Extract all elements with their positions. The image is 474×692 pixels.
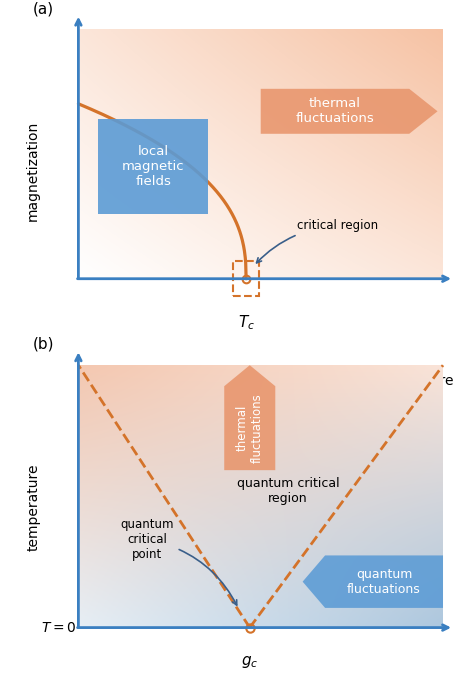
Polygon shape (261, 89, 438, 134)
Text: quantum
fluctuations: quantum fluctuations (347, 567, 421, 596)
Text: quantum critical
region: quantum critical region (237, 477, 339, 505)
Text: quantum
critical
point: quantum critical point (120, 518, 237, 605)
Text: $T_c$: $T_c$ (237, 313, 255, 332)
Text: local
magnetic
fields: local magnetic fields (122, 145, 184, 188)
Text: (a): (a) (33, 1, 55, 16)
Text: critical region: critical region (256, 219, 378, 263)
Bar (99, 119, 208, 214)
Text: temperature: temperature (26, 463, 40, 551)
Text: magnetization: magnetization (26, 121, 40, 221)
Text: thermal
fluctuations: thermal fluctuations (236, 393, 264, 463)
Bar (233, 262, 259, 296)
Polygon shape (302, 556, 443, 608)
Polygon shape (224, 365, 275, 470)
Text: (b): (b) (33, 337, 55, 352)
Text: temperature: temperature (366, 374, 454, 388)
Text: $T=0$: $T=0$ (41, 621, 77, 635)
Text: $g_c$: $g_c$ (241, 654, 258, 670)
Text: thermal
fluctuations: thermal fluctuations (296, 98, 374, 125)
